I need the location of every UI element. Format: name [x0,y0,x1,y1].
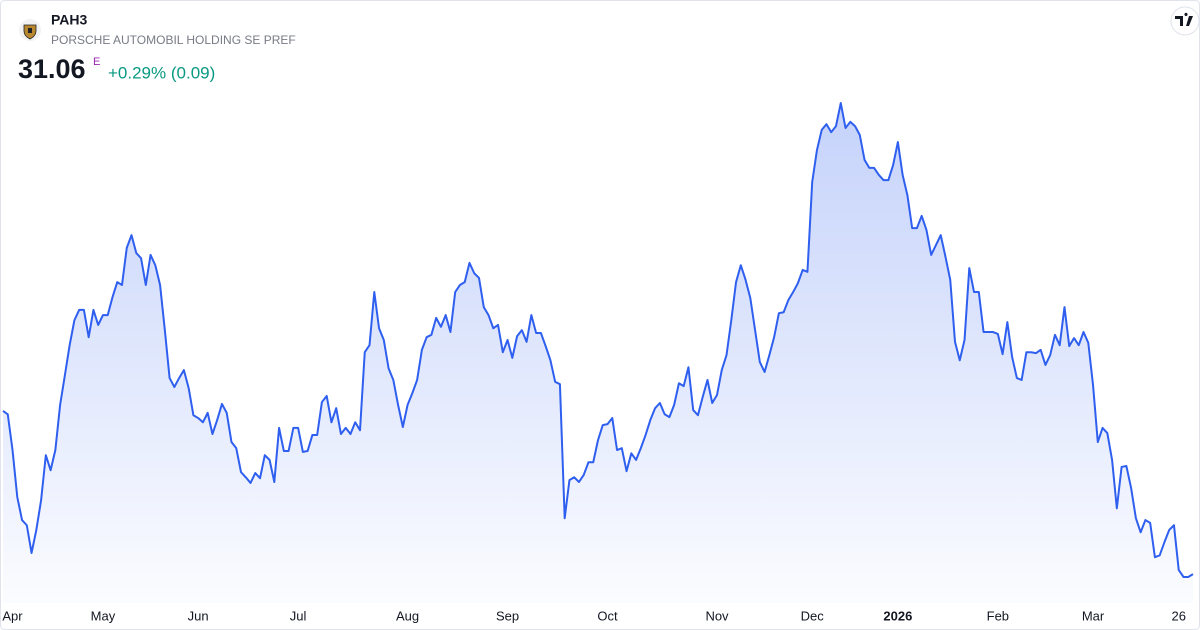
x-tick-label: Feb [987,608,1009,623]
price-change: +0.29% (0.09) [108,63,215,82]
price: 31.06 [18,54,86,84]
symbol: PAH3 [51,12,88,28]
x-tick-label: Dec [801,608,825,623]
company-name: PORSCHE AUTOMOBIL HOLDING SE PREF [51,33,296,47]
x-tick-label: Sep [496,608,519,623]
plot: Apr May Jun Jul Aug Sep Oct Nov Dec 2026 Feb Mar 26 [2,102,1194,623]
price-line [2,102,1194,578]
area-fill [3,103,1193,603]
x-tick-label: Apr [2,608,23,623]
x-tick-label: May [91,608,116,623]
x-tick-label: Jun [188,608,209,623]
x-tick-label: 2026 [883,608,912,623]
x-tick-label: Aug [396,608,419,623]
x-tick-label: Oct [597,608,618,623]
x-tick-label: Mar [1082,608,1105,623]
logo-crest-center [28,28,32,33]
extended-flag: E [93,56,100,68]
x-tick-label: Nov [705,608,729,623]
x-tick-label: Jul [290,608,307,623]
x-tick-label: 26 [1171,608,1185,623]
tv-logo[interactable] [1170,6,1200,36]
